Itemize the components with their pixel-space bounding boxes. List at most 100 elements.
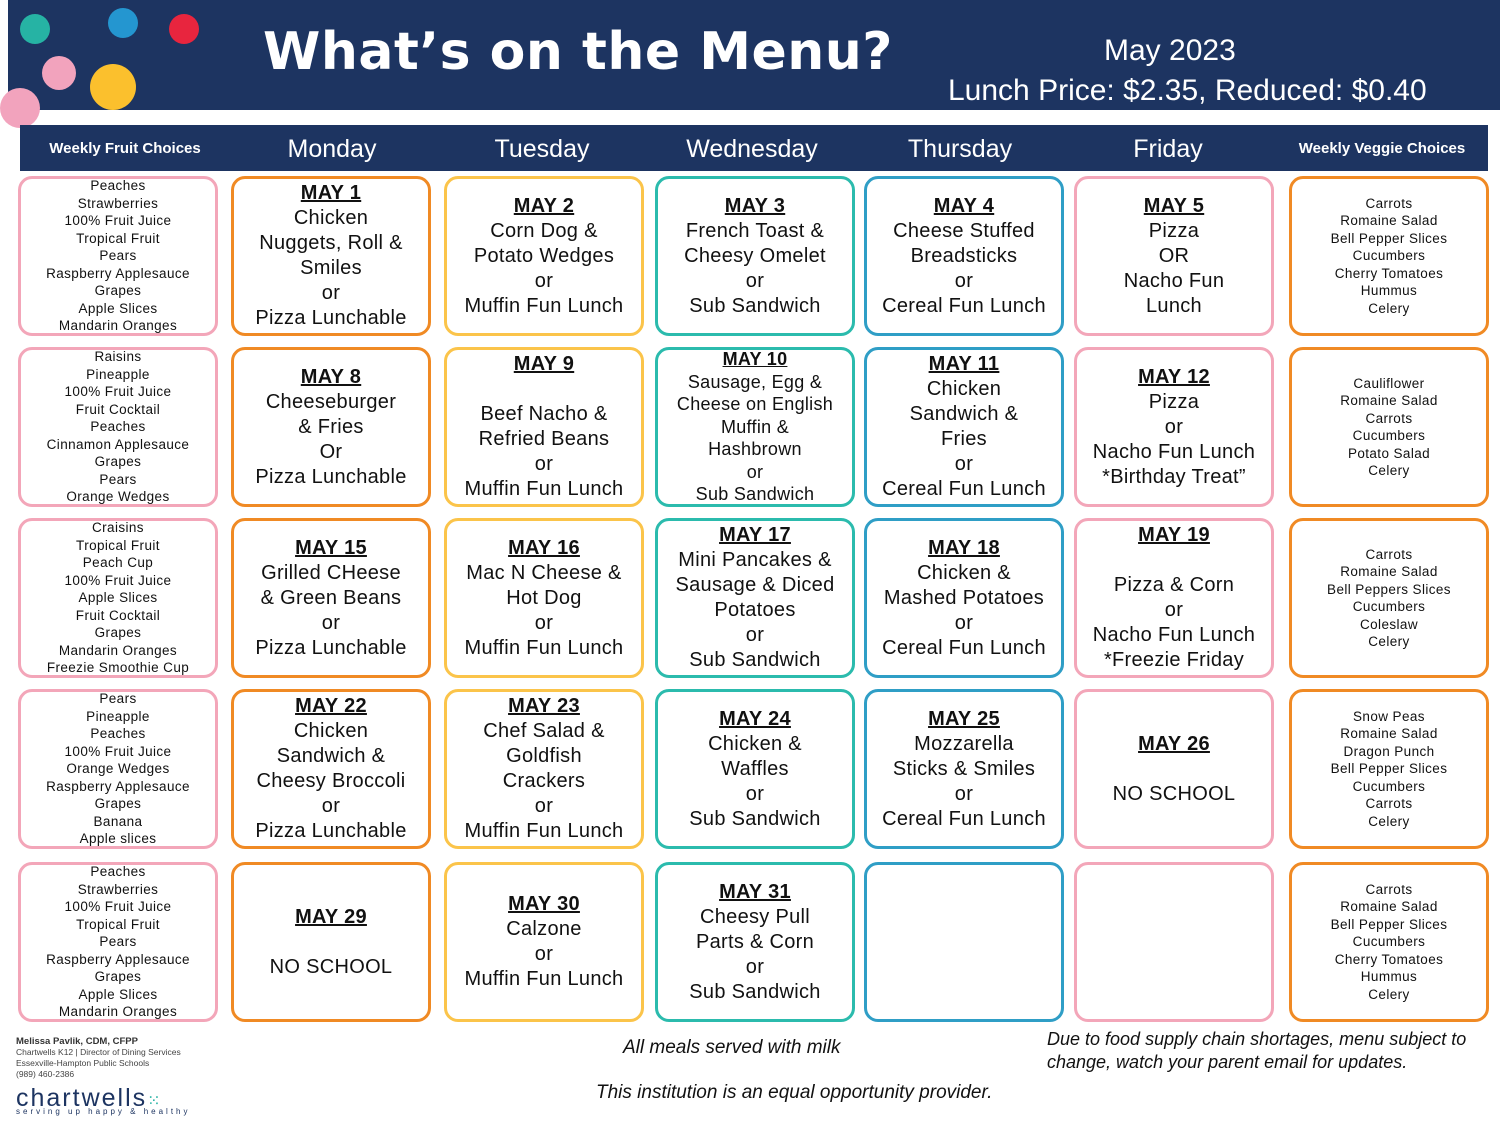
fruit-item: Apple Slices: [78, 986, 158, 1002]
meal-line: Sandwich &: [276, 745, 386, 767]
fruit-item: Fruit Cocktail: [75, 401, 161, 417]
meal-date: MAY 12: [1138, 365, 1210, 388]
day-header-tuesday: Tuesday: [494, 135, 590, 163]
fruit-choices-cell: Craisins Tropical Fruit Peach Cup 100% Frui…: [18, 518, 218, 678]
veggie-item: Coleslaw: [1360, 616, 1418, 632]
meal-line: Nuggets, Roll &: [259, 232, 403, 254]
meal-date: MAY 24: [719, 707, 791, 730]
veggie-item: Carrots: [1365, 881, 1413, 897]
fruit-item: Tropical Fruit: [76, 537, 160, 553]
fruit-list: Peaches Strawberries 100% Fruit Juice Tropi…: [46, 179, 190, 333]
meal-line: or: [746, 461, 764, 482]
meal-line: Fries: [941, 428, 987, 450]
fruit-item: Raisins: [94, 349, 142, 365]
fruit-item: Craisins: [92, 520, 144, 536]
meal-date: MAY 17: [719, 524, 791, 546]
chartwells-logo: chartwells⁙ serving up happy & healthy: [16, 1084, 191, 1116]
meal-line: Crackers: [502, 770, 586, 792]
day-cell-monday: MAY 29 NO SCHOOL: [231, 862, 431, 1022]
fruit-item: Strawberries: [77, 881, 159, 897]
fruit-choices-cell: Raisins Pineapple 100% Fruit Juice Fruit Co…: [18, 347, 218, 507]
day-cell-friday: MAY 5 Pizza OR Nacho Fun Lunch: [1074, 176, 1274, 336]
veggie-choices-cell: Carrots Romaine Salad Bell Pepper Slices Cu…: [1289, 862, 1489, 1022]
meal-date: MAY 23: [508, 695, 580, 717]
meal-line: Mac N Cheese &: [466, 561, 622, 584]
meal-line: NO SCHOOL: [269, 955, 393, 978]
veggie-choices-cell: Snow Peas Romaine Salad Dragon Punch Bell P…: [1289, 689, 1489, 849]
fruit-item: Pineapple: [86, 366, 150, 382]
meal-line: [465, 377, 624, 402]
day-cell-tuesday: MAY 30 Calzone or Muffin Fun Lunch: [444, 862, 644, 1022]
meal-line: or: [534, 611, 554, 634]
meal-date: MAY 3: [724, 194, 786, 217]
meal-date: MAY 25: [928, 707, 1000, 730]
veggie-item: Carrots: [1365, 546, 1413, 562]
meal-entry: MAY 25 Mozzarella Sticks & Smiles or Cereal …: [882, 707, 1046, 832]
meal-date: MAY 5: [1143, 194, 1205, 217]
meal-line: OR: [1158, 244, 1190, 267]
meal-line: Pizza Lunchable: [255, 465, 407, 488]
meal-entry: MAY 1 Chicken Nuggets, Roll & Smiles or Pizza…: [255, 181, 406, 331]
meal-line: Sausage & Diced: [675, 574, 835, 596]
phone-number: (989) 460-2386: [16, 1069, 75, 1079]
day-cell-tuesday: MAY 9 Beef Nacho & Refried Beans or Muffin …: [444, 347, 644, 507]
decorative-dot: [169, 14, 199, 44]
meal-line: Nacho Fun Lunch: [1092, 624, 1256, 646]
meal-date: MAY 29: [295, 905, 367, 928]
meal-line: or: [1164, 599, 1184, 621]
meal-entry: MAY 24 Chicken & Waffles or Sub Sandwich: [689, 707, 820, 832]
veggie-column-header: Weekly Veggie Choices: [1298, 140, 1466, 157]
meal-entry: MAY 4 Cheese Stuffed Breadsticks or Cereal F…: [882, 194, 1046, 319]
veggie-item: Cucumbers: [1352, 778, 1426, 794]
meal-line: Smiles: [300, 257, 362, 279]
meal-entry: MAY 31 Cheesy Pull Parts & Corn or Sub Sandw…: [689, 880, 820, 1005]
meal-line: Mozzarella: [914, 732, 1014, 755]
meal-entry: MAY 2 Corn Dog & Potato Wedges or Muffin Fun…: [465, 194, 624, 319]
meal-entry: MAY 15 Grilled CHeese & Green Beans or Pizza…: [255, 536, 406, 661]
fruit-item: Apple slices: [79, 831, 157, 847]
day-header-monday: Monday: [287, 135, 377, 163]
decorative-dot: [108, 8, 138, 38]
veggie-choices-cell: Carrots Romaine Salad Bell Peppers Slices C…: [1289, 518, 1489, 678]
meal-line: Goldfish: [506, 745, 582, 767]
fruit-item: Grapes: [94, 283, 142, 299]
fruit-column-header: Weekly Fruit Choices: [49, 140, 201, 157]
veggie-item: Bell Peppers Slices: [1327, 581, 1451, 597]
meal-line: or: [954, 453, 974, 475]
meal-line: NO SCHOOL: [1112, 782, 1236, 805]
meal-date: MAY 26: [1138, 732, 1210, 755]
logo-wordmark: chartwells: [16, 1084, 148, 1112]
meal-line: Chicken: [293, 720, 369, 742]
fruit-list: Peaches Strawberries 100% Fruit Juice Tropi…: [46, 865, 190, 1019]
meal-line: or: [534, 269, 554, 292]
veggie-item: Cucumbers: [1352, 248, 1426, 264]
veggie-list: Snow Peas Romaine Salad Dragon Punch Bell P…: [1331, 708, 1448, 831]
meal-line: Or: [319, 440, 343, 463]
meal-line: Cheeseburger: [265, 390, 397, 413]
veggie-item: Romaine Salad: [1340, 726, 1438, 742]
decorative-dot: [20, 14, 50, 44]
veggie-item: Hummus: [1360, 283, 1418, 299]
fruit-item: Peaches: [90, 419, 146, 435]
meal-line: Pizza Lunchable: [255, 307, 407, 329]
fruit-item: Tropical Fruit: [76, 230, 160, 246]
meal-line: Chicken &: [708, 732, 802, 755]
veggie-item: Carrots: [1365, 796, 1413, 812]
meal-line: or: [534, 795, 554, 817]
meal-line: or: [321, 611, 341, 634]
fruit-item: Strawberries: [77, 195, 159, 211]
day-cell-friday: MAY 12 Pizza or Nacho Fun Lunch *Birthday Tr…: [1074, 347, 1274, 507]
meal-line: Cheesy Pull: [699, 905, 811, 928]
day-cell-monday: MAY 8 Cheeseburger & Fries Or Pizza Lunchabl…: [231, 347, 431, 507]
meal-line: Sub Sandwich: [689, 807, 821, 830]
meal-entry: MAY 26 NO SCHOOL: [1113, 732, 1236, 807]
meal-line: Sub Sandwich: [689, 980, 821, 1003]
director-role: Chartwells K12 | Director of Dining Serv…: [16, 1047, 181, 1057]
fruit-choices-cell: Pears Pineapple Peaches 100% Fruit Juice Ora…: [18, 689, 218, 849]
day-cell-wednesday: MAY 10 Sausage, Egg & Cheese on English Muf…: [655, 347, 855, 507]
meal-line: Chef Salad &: [483, 720, 605, 742]
meal-line: or: [745, 624, 765, 646]
fruit-item: Freezie Smoothie Cup: [46, 660, 190, 676]
meal-line: Sausage, Egg &: [687, 371, 823, 392]
veggie-item: Celery: [1368, 634, 1410, 649]
